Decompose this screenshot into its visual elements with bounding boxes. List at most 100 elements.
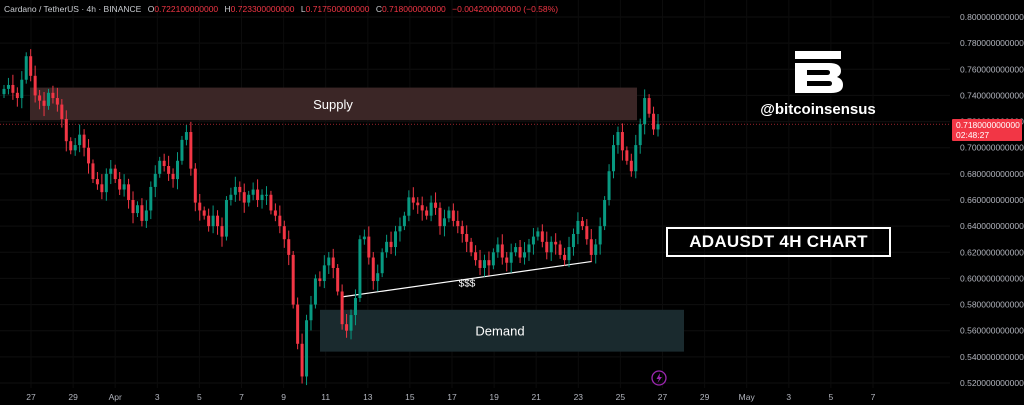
candle-body [389, 241, 393, 248]
x-tick-label: May [739, 392, 756, 402]
demand-label: Demand [475, 324, 524, 339]
y-tick-label: 0.800000000000 [960, 12, 1024, 22]
candle-body [523, 252, 527, 258]
candle-body [514, 247, 518, 253]
candle-body [496, 244, 500, 253]
liquidity-trendline [342, 260, 593, 298]
x-tick-label: 7 [871, 392, 876, 402]
candle-body [149, 186, 153, 211]
candle-body [456, 220, 460, 227]
candle-body [193, 168, 197, 203]
candle-body [247, 194, 251, 203]
y-tick-label: 0.660000000000 [960, 195, 1024, 205]
candle-body [202, 210, 206, 216]
candle-body [429, 202, 433, 216]
time-axis: 27 29 Apr 3 5 7 9 11 13 15 17 19 21 23 25 27 29 May 3 5 7 [26, 392, 875, 402]
candle-body [647, 98, 651, 114]
demand-zone [320, 309, 684, 352]
y-tick-label: 0.640000000000 [960, 221, 1024, 231]
candle-body [603, 200, 607, 227]
candle-body [620, 132, 624, 151]
x-tick-label: 11 [321, 392, 330, 402]
candle-body [256, 189, 260, 200]
candle-body [362, 236, 366, 240]
x-tick-label: 3 [786, 392, 791, 402]
candle-body [398, 226, 402, 232]
candle-body [531, 236, 535, 245]
candle-body [82, 134, 86, 148]
candle-body [153, 173, 157, 187]
candle-body [171, 173, 175, 180]
candle-body [109, 168, 113, 174]
x-tick-label: 23 [574, 392, 584, 402]
candle-body [571, 233, 575, 248]
candle-body [411, 197, 415, 203]
supply-label: Supply [313, 97, 353, 112]
lightning-icon[interactable] [651, 370, 667, 386]
candle-body [78, 134, 82, 146]
candle-body [46, 92, 50, 106]
candle-body [11, 84, 15, 93]
candle-body [87, 147, 91, 164]
candle-body [367, 236, 371, 258]
candle-body [407, 197, 411, 216]
candle-body [371, 257, 375, 282]
x-tick-label: 21 [531, 392, 541, 402]
candle-body [167, 166, 171, 174]
candle-body [394, 231, 398, 248]
y-tick-label: 0.680000000000 [960, 169, 1024, 179]
candle-body [100, 184, 104, 193]
low-label: L [300, 4, 306, 14]
candle-body [576, 220, 580, 234]
candle-body [60, 104, 64, 119]
candle-body [505, 257, 509, 263]
x-tick-label: 13 [363, 392, 373, 402]
candle-body [465, 233, 469, 242]
candle-body [598, 226, 602, 245]
candle-body [376, 273, 380, 282]
candle-body [625, 150, 629, 161]
candle-body [242, 192, 246, 203]
candle-body [69, 141, 73, 151]
candle-body [251, 189, 255, 195]
x-tick-label: 27 [658, 392, 668, 402]
low-value: 0.717500000000 [305, 4, 370, 14]
candle-body [260, 194, 264, 200]
candle-body [509, 252, 513, 263]
x-tick-label: Apr [109, 392, 122, 402]
x-tick-label: 5 [829, 392, 834, 402]
candle-body [20, 79, 24, 99]
open-label: O [147, 4, 155, 14]
candle-body [51, 92, 55, 99]
candle-body [589, 239, 593, 255]
candle-body [33, 75, 37, 96]
high-value: 0.723300000000 [230, 4, 295, 14]
candle-body [64, 118, 68, 142]
close-value: 0.718000000000 [381, 4, 446, 14]
candle-body [282, 226, 286, 240]
x-tick-label: 9 [281, 392, 286, 402]
candle-body [180, 139, 184, 161]
x-tick-label: 3 [155, 392, 160, 402]
bitcoinsensus-logo-icon [795, 51, 843, 93]
candle-body [340, 291, 344, 325]
candle-body [478, 260, 482, 268]
x-tick-label: 17 [447, 392, 457, 402]
y-tick-label: 0.580000000000 [960, 300, 1024, 310]
candle-body [594, 244, 598, 255]
candle-body [113, 168, 117, 180]
open-value: 0.722100000000 [154, 4, 219, 14]
candle-body [380, 252, 384, 274]
candle-body [580, 220, 584, 227]
candle-body [353, 298, 357, 316]
change-value: −0.004200000000 (−0.58%) [452, 4, 559, 14]
candle-body [554, 241, 558, 245]
symbol-name: Cardano / TetherUS · 4h · BINANCE [4, 4, 142, 14]
candle-body [420, 205, 424, 211]
candle-body [158, 160, 162, 174]
x-tick-label: 19 [489, 392, 499, 402]
candle-body [616, 132, 620, 146]
candle-body [402, 215, 406, 227]
candle-body [305, 320, 309, 377]
